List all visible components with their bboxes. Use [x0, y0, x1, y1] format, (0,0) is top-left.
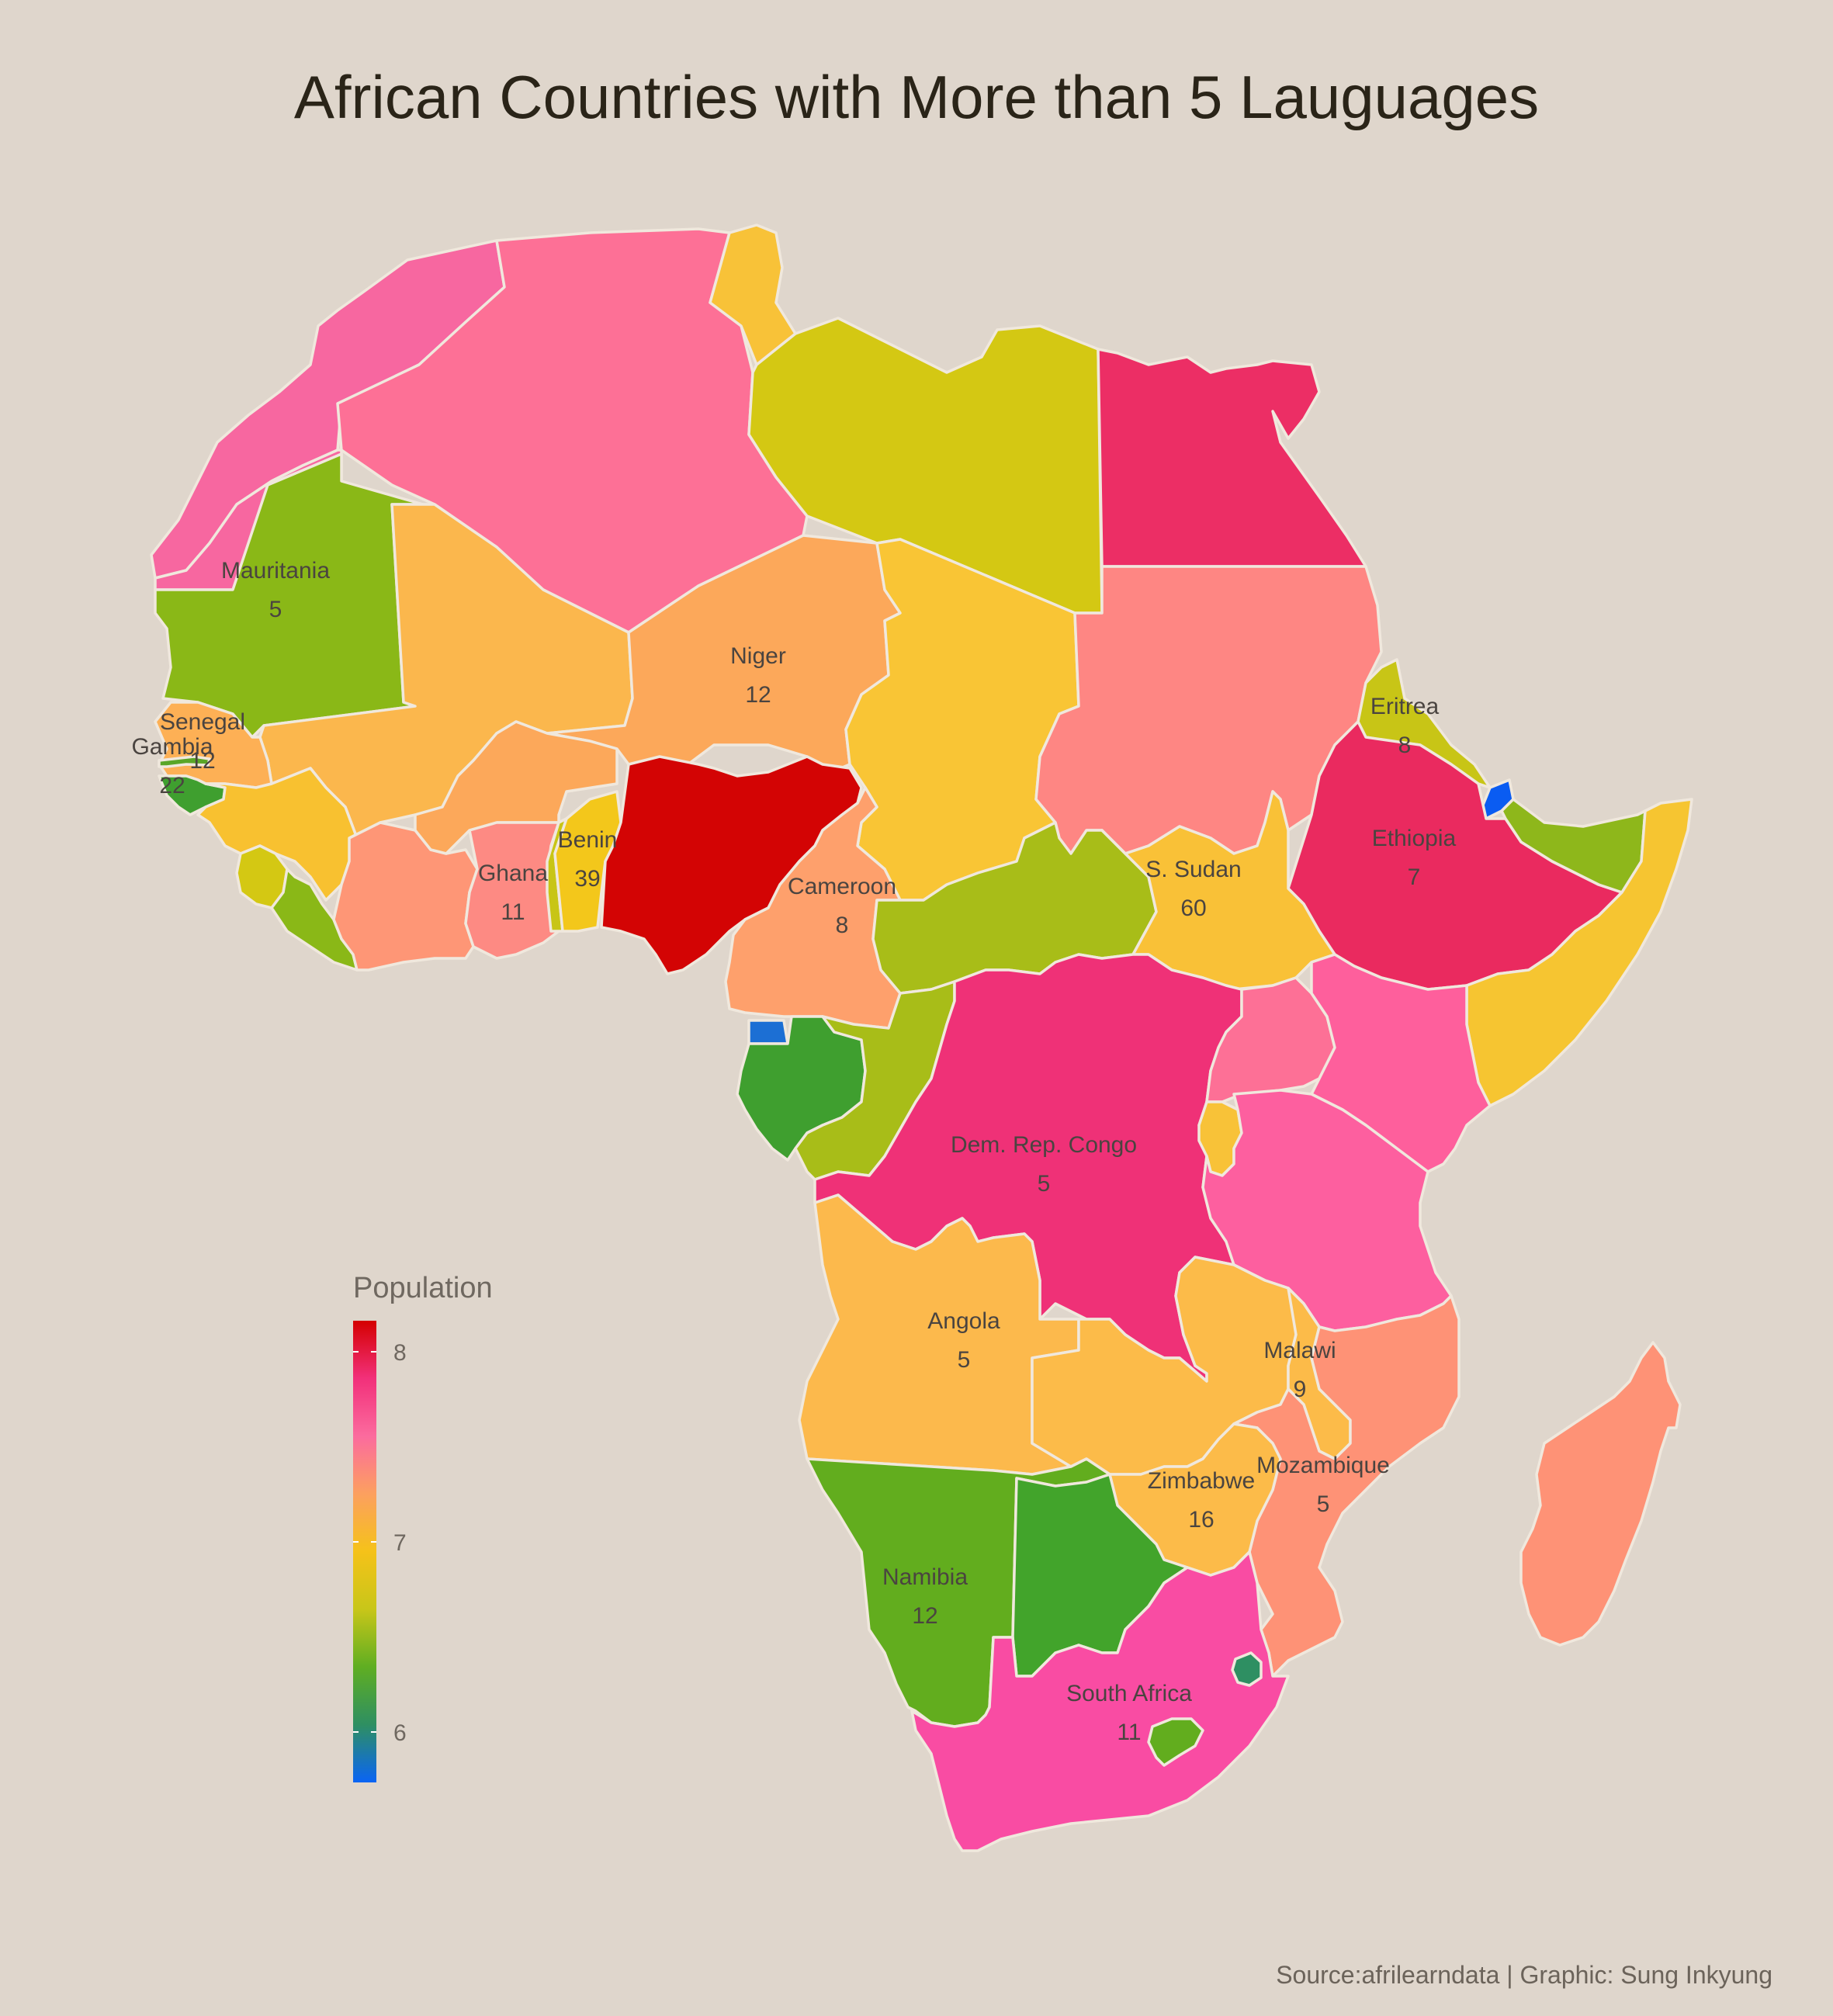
label-name: Mauritania: [221, 558, 330, 584]
label-name: Angola: [927, 1308, 1000, 1334]
label-name: Benin: [558, 827, 618, 853]
label-name: Senegal: [160, 709, 245, 735]
country-egypt: [1097, 348, 1367, 568]
label-count: 12: [189, 748, 215, 774]
label-name: Ethiopia: [1372, 826, 1457, 851]
label-count: 22: [159, 773, 185, 798]
population-legend: Population 8 7 6: [353, 1272, 493, 1782]
legend-tick-label: 6: [393, 1720, 407, 1746]
label-count: 8: [836, 913, 849, 938]
source-credit: Source:afrilearndata | Graphic: Sung Ink…: [1276, 1961, 1772, 1989]
country-lesotho: [1147, 1717, 1204, 1767]
label-count: 5: [1317, 1491, 1330, 1517]
legend-colorbar: [353, 1321, 376, 1782]
label-name: South Africa: [1066, 1681, 1192, 1706]
map-title: African Countries with More than 5 Laugu…: [293, 63, 1540, 131]
country-eq-guinea: [747, 1019, 789, 1045]
label-count: 7: [1408, 864, 1421, 890]
label-name: Mozambique: [1256, 1453, 1390, 1478]
label-name: Gambia: [131, 734, 213, 760]
label-count: 11: [1117, 1720, 1141, 1745]
label-count: 8: [1398, 733, 1412, 758]
country-tunisia: [709, 223, 797, 366]
label-name: Niger: [730, 643, 786, 669]
label-count: 12: [745, 682, 771, 708]
country-ghana: [464, 821, 560, 960]
label-name: S. Sudan: [1145, 857, 1241, 882]
country-shapes: [150, 223, 1693, 1852]
label-count: 5: [1038, 1171, 1051, 1197]
legend-title: Population: [353, 1272, 493, 1304]
label-name: Zimbabwe: [1148, 1468, 1255, 1494]
label-name: Ghana: [478, 861, 548, 886]
label-count: 5: [958, 1347, 971, 1373]
label-name: Dem. Rep. Congo: [951, 1132, 1137, 1158]
label-count: 11: [501, 899, 525, 925]
label-name: Malawi: [1263, 1338, 1336, 1363]
country-labels: Mauritania 5 Niger 12 Senegal 12 Gambia …: [131, 558, 1456, 1745]
country-burkina-faso: [414, 720, 619, 855]
label-name: Eritrea: [1370, 694, 1440, 719]
legend-tick-label: 8: [393, 1340, 407, 1366]
country-madagascar: [1519, 1341, 1682, 1647]
label-count: 5: [269, 597, 282, 622]
label-count: 39: [574, 866, 600, 892]
country-guinea: [196, 767, 359, 902]
label-name: Cameroon: [788, 874, 896, 899]
country-eswatini: [1231, 1651, 1263, 1687]
country-benin: [553, 790, 622, 933]
label-name: Namibia: [882, 1564, 968, 1590]
label-count: 12: [912, 1603, 937, 1629]
label-count: 60: [1180, 895, 1206, 921]
country-gambia: [158, 755, 211, 768]
label-count: 9: [1294, 1377, 1307, 1402]
label-count: 16: [1188, 1507, 1214, 1533]
legend-tick-label: 7: [393, 1530, 407, 1556]
country-south-africa: [910, 1550, 1290, 1852]
